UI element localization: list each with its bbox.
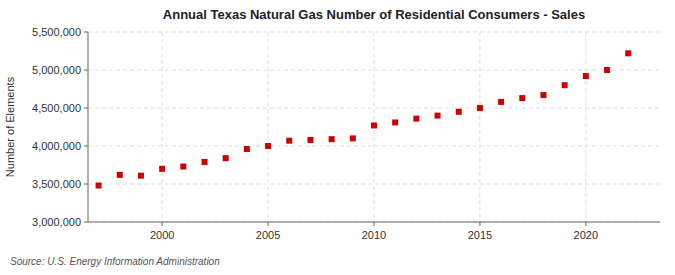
chart-container: 3,000,000 3,500,000 4,000,000 4,500,000 5,00… [0,0,675,275]
point [435,113,441,119]
y-tick [84,146,88,147]
y-tick [84,32,88,33]
grid [88,32,660,222]
y-tick-label: 3,000,000 [32,216,81,228]
point [519,95,525,101]
x-tick [374,222,375,226]
point [223,155,229,161]
y-tick-label: 5,500,000 [32,26,81,38]
y-tick [84,222,88,223]
point [202,159,208,165]
point [625,50,631,56]
y-tick-label: 5,000,000 [32,64,81,76]
title: Annual Texas Natural Gas Number of Resid… [163,7,585,22]
point [138,173,144,179]
point [540,92,546,98]
point [117,172,123,178]
x-tick-label: 2005 [256,229,280,241]
x-tick [162,222,163,226]
x-tick-label: 2000 [150,229,174,241]
point [244,146,250,152]
x-tick-label: 2015 [468,229,492,241]
y-tick-label: 4,000,000 [32,140,81,152]
x-grid-line [162,32,163,222]
y-grid-line [88,184,660,185]
point [329,136,335,142]
points [96,50,632,188]
x-tick [268,222,269,226]
point [413,116,419,122]
y-grid-line [88,108,660,109]
point [498,99,504,105]
x-tick-label: 2010 [362,229,386,241]
point [350,135,356,141]
point [307,137,313,143]
y-axis-line [88,32,89,222]
point [456,109,462,115]
point [604,67,610,73]
x-tick [479,222,480,226]
y-tick [84,184,88,185]
y-tick [84,70,88,71]
point [286,138,292,144]
x-grid-line [479,32,480,222]
point [477,105,483,111]
point [392,119,398,125]
axis-labels: 3,000,000 3,500,000 4,000,000 4,500,000 5,00… [32,26,598,241]
point [180,164,186,170]
y-tick-label: 3,500,000 [32,178,81,190]
point [562,82,568,88]
point [159,166,165,172]
x-tick-label: 2020 [574,229,598,241]
point [583,73,589,79]
y-tick-label: 4,500,000 [32,102,81,114]
point [371,122,377,128]
point [265,143,271,149]
x-grid-line [268,32,269,222]
x-grid-line [585,32,586,222]
chart-svg: 3,000,000 3,500,000 4,000,000 4,500,000 5,00… [0,0,675,275]
y-tick [84,108,88,109]
source-note: Source: U.S. Energy Information Administ… [10,256,220,267]
x-tick [585,222,586,226]
point [96,183,102,189]
y-axis-label: Number of Elements [4,76,16,177]
